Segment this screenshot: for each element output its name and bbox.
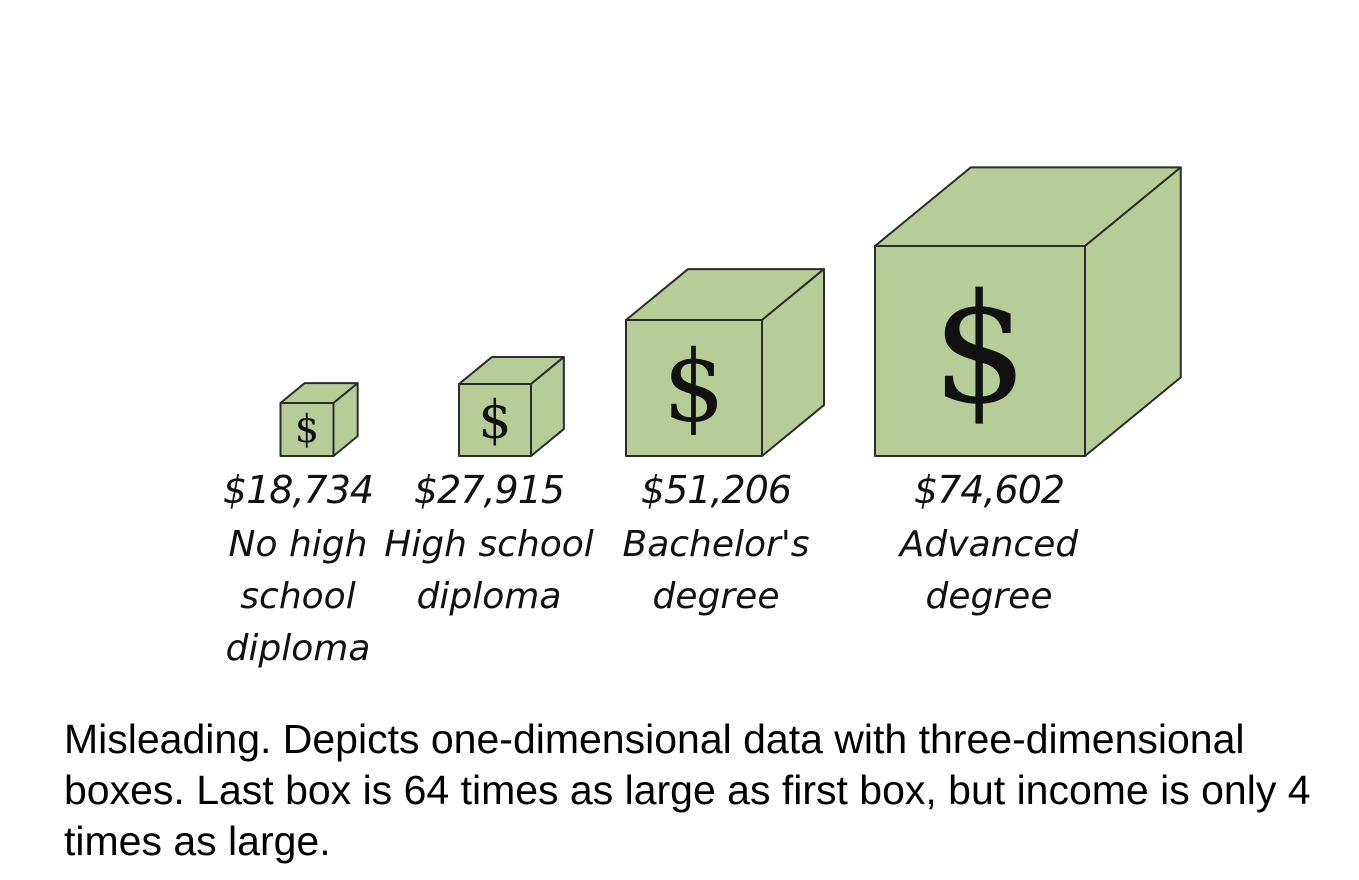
value-label-3: $74,602: [914, 468, 1064, 512]
category-label-1-1: diploma: [417, 576, 562, 617]
category-label-2-0: Bachelor's: [623, 524, 810, 565]
dollar-sign-icon: $: [295, 407, 319, 451]
value-label-1: $27,915: [414, 468, 564, 512]
box-front-3: [874, 245, 1086, 457]
value-label-2: $51,206: [641, 468, 791, 512]
box-front-1: [458, 383, 532, 457]
dollar-sign-icon: $: [478, 390, 511, 450]
dollar-sign-icon: $: [932, 261, 1028, 437]
caption: Misleading. Depicts one-dimensional data…: [64, 716, 1311, 864]
box-front-2: [625, 319, 763, 457]
category-label-0-0: No high: [229, 524, 368, 565]
box-chart: $ $18,734 No high school diploma $ $27,915 High…: [223, 166, 1182, 669]
box-front-0: [279, 402, 335, 457]
category-label-1-0: High school: [384, 524, 594, 565]
category-label-3-1: degree: [926, 576, 1053, 617]
category-label-3-0: Advanced: [898, 524, 1080, 565]
category-label-2-1: degree: [653, 576, 780, 617]
category-label-0-2: diploma: [226, 628, 371, 669]
category-label-0-1: school: [240, 576, 355, 617]
value-label-0: $18,734: [223, 468, 373, 512]
dollar-sign-icon: $: [663, 331, 725, 445]
